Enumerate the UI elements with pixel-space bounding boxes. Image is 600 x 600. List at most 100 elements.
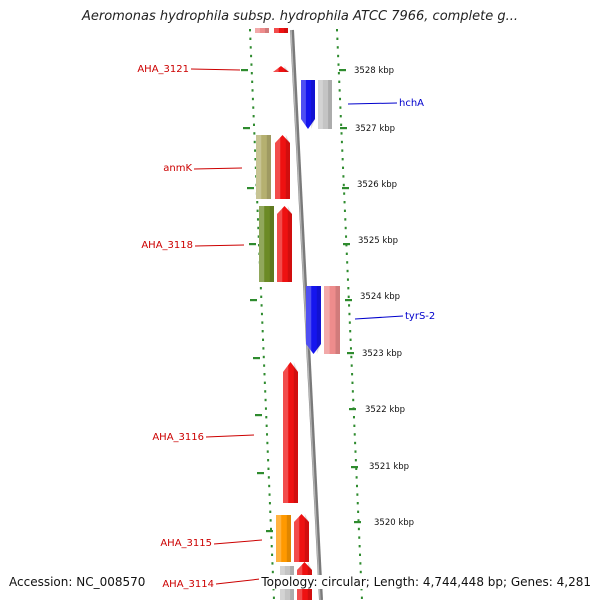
- guide-dot: [358, 545, 361, 548]
- guide-dash: [351, 466, 358, 469]
- guide-dot: [339, 115, 342, 118]
- guide-dot: [270, 536, 273, 539]
- guide-dot: [336, 37, 339, 40]
- gene-anmk-khaki: [256, 135, 271, 199]
- gene-aha3115-orange: [276, 515, 291, 562]
- guide-dot: [260, 312, 263, 316]
- guide-dot: [336, 29, 338, 32]
- gene-leader-line: [205, 434, 255, 438]
- guide-dot: [346, 278, 349, 281]
- guide-dot: [257, 235, 260, 238]
- guide-dot: [356, 502, 359, 505]
- guide-dot: [360, 588, 363, 591]
- gene-features: [255, 28, 340, 600]
- genome-axis-highlight: [290, 29, 321, 600]
- guide-dot: [263, 373, 266, 376]
- guide-dot: [347, 295, 350, 298]
- guide-dot: [355, 476, 358, 479]
- guide-dot: [354, 441, 357, 445]
- guide-dot: [351, 373, 354, 376]
- gene-label-tyrs2[interactable]: tyrS-2: [405, 311, 435, 322]
- guide-dot: [267, 476, 270, 479]
- gene-label-aha3118[interactable]: AHA_3118: [141, 240, 193, 251]
- guide-dash: [345, 299, 352, 302]
- gene-aha3116: [283, 362, 298, 503]
- guide-dot: [254, 158, 257, 161]
- guide-dot: [344, 226, 347, 230]
- guide-dot: [357, 510, 360, 513]
- guide-dot: [272, 588, 275, 591]
- guide-dot: [263, 381, 266, 384]
- guide-dot: [257, 226, 260, 230]
- guide-dot: [342, 166, 345, 169]
- map-title: Aeromonas hydrophila subsp. hydrophila A…: [81, 9, 519, 24]
- guide-dash: [340, 127, 347, 130]
- scale-tick-label: 3528 kbp: [354, 66, 394, 76]
- guide-dot: [250, 72, 253, 75]
- guide-dot: [262, 338, 265, 341]
- guide-dot: [272, 596, 275, 599]
- gene-tyrs2: [306, 286, 321, 354]
- scale-tick-label: 3522 kbp: [365, 405, 405, 415]
- guide-dot: [344, 218, 347, 221]
- gene-label-hcha[interactable]: hchA: [399, 98, 424, 109]
- gene-leader-line: [194, 244, 245, 247]
- guide-dash: [266, 530, 273, 533]
- gene-leader-line: [354, 315, 404, 320]
- guide-dot: [338, 89, 341, 92]
- guide-dot: [352, 398, 355, 402]
- gene-label-aha3116[interactable]: AHA_3116: [152, 432, 204, 443]
- accession-text: Accession: NC_008570: [9, 575, 146, 589]
- guide-dash: [253, 357, 260, 360]
- guide-dot: [356, 493, 359, 496]
- guide-dot: [267, 459, 270, 462]
- guide-dot: [266, 450, 269, 453]
- scale-tick-label: 3520 kbp: [374, 518, 414, 528]
- gene-label-aha3115[interactable]: AHA_3115: [160, 538, 212, 549]
- guide-dot: [352, 416, 355, 419]
- guide-dot: [261, 330, 264, 333]
- scale-tick-label: 3524 kbp: [360, 292, 400, 302]
- guide-dot: [349, 347, 352, 350]
- guide-dash: [247, 187, 254, 190]
- guide-dot: [346, 261, 349, 264]
- guide-dot: [342, 183, 345, 187]
- guide-dot: [349, 330, 352, 333]
- guide-dot: [250, 54, 253, 58]
- gene-top-red: [274, 28, 288, 33]
- guide-dot: [358, 536, 361, 539]
- guide-dot: [250, 63, 253, 66]
- guide-dot: [343, 209, 346, 212]
- guide-dot: [360, 596, 363, 599]
- guide-dot: [268, 484, 271, 488]
- scale-tick-label: 3521 kbp: [369, 462, 409, 472]
- guide-dot: [348, 321, 351, 324]
- guide-dot: [256, 201, 259, 204]
- gene-label-aha3121[interactable]: AHA_3121: [137, 64, 189, 75]
- guide-dot: [253, 132, 256, 135]
- guide-dot: [345, 235, 348, 238]
- guide-dot: [264, 398, 267, 402]
- gene-aha3118-olive: [259, 206, 274, 282]
- guide-dot: [263, 364, 266, 367]
- guide-dot: [359, 553, 362, 556]
- guide-dot: [337, 54, 340, 58]
- gene-aha3115: [294, 514, 309, 562]
- guide-dot: [270, 527, 273, 531]
- gene-aha3118: [277, 206, 292, 282]
- scale-tick-label: 3527 kbp: [355, 124, 395, 134]
- guide-dot: [266, 441, 269, 445]
- scale-tick-label: 3523 kbp: [362, 349, 402, 359]
- guide-dot: [264, 407, 267, 410]
- gene-label-anmk[interactable]: anmK: [163, 163, 192, 174]
- gene-label-aha3114[interactable]: AHA_3114: [162, 579, 214, 590]
- guide-dot: [348, 304, 351, 307]
- guide-dot: [349, 338, 352, 341]
- guide-dot: [269, 510, 272, 513]
- guide-dash: [255, 414, 262, 417]
- guide-dot: [348, 312, 351, 316]
- guide-dash: [241, 69, 248, 72]
- guide-dot: [252, 115, 255, 118]
- guide-dot: [262, 355, 265, 359]
- guide-dash: [349, 408, 356, 411]
